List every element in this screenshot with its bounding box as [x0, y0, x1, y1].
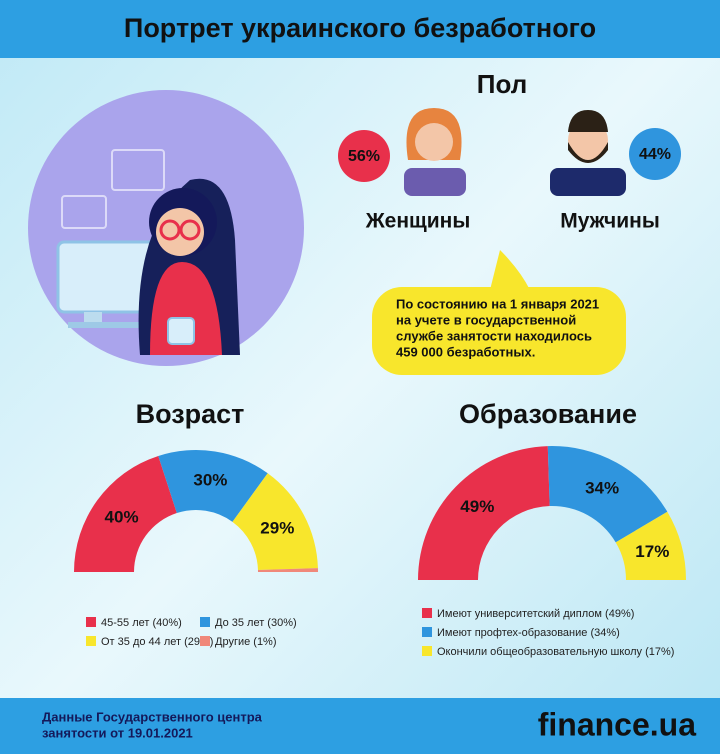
- legend-swatch: [86, 617, 96, 627]
- man-icon: [550, 110, 626, 196]
- segment: [547, 446, 668, 543]
- legend-label: Окончили общеобразовательную школу (17%): [437, 646, 674, 658]
- charts: Возраст 40% 45-55 лет (40%) 30% До 35 лет (3…: [74, 399, 686, 658]
- page-title: Портрет украинского безработного: [124, 13, 596, 43]
- women-label: Женщины: [365, 210, 471, 233]
- legend-swatch: [86, 636, 96, 646]
- data-label: 30%: [193, 471, 227, 490]
- chart-title: Образование: [459, 399, 637, 429]
- logo: finance.ua: [538, 706, 696, 742]
- men-label: Мужчины: [560, 210, 660, 233]
- women-badge: [338, 130, 390, 182]
- legend-swatch: [422, 627, 432, 637]
- source-line: Данные Государственного центра: [42, 709, 263, 724]
- legend-swatch: [200, 617, 210, 627]
- men-badge: [629, 128, 681, 180]
- legend-label: Имеют профтех-образование (34%): [437, 627, 620, 639]
- note-line: службе занятости находилось: [396, 328, 592, 343]
- chart-title: Возраст: [136, 399, 245, 429]
- data-label: 49%: [460, 497, 494, 516]
- segment: [615, 511, 686, 580]
- note-line: По состоянию на 1 января 2021: [396, 296, 599, 311]
- legend-label: От 35 до 44 лет (29%): [101, 636, 213, 648]
- header-band: [0, 0, 720, 58]
- segment: [232, 473, 318, 571]
- data-label: 40%: [105, 507, 139, 526]
- legend-label: До 35 лет (30%): [215, 617, 297, 629]
- gender-title: Пол: [477, 69, 527, 99]
- data-label: 29%: [260, 518, 294, 537]
- segment: [158, 449, 268, 522]
- illustration: [28, 90, 304, 366]
- segment: [74, 455, 177, 572]
- segment: [257, 568, 318, 572]
- legend-swatch: [422, 646, 432, 656]
- note-line: 459 000 безработных.: [396, 344, 535, 359]
- source-line: занятости от 19.01.2021: [42, 725, 193, 740]
- data-label: 17%: [635, 542, 669, 561]
- men-percent: 44%: [639, 146, 671, 163]
- woman-icon: [404, 108, 466, 196]
- note-bubble: [372, 287, 626, 375]
- legend-swatch: [422, 608, 432, 618]
- segment: [418, 446, 550, 580]
- women-percent: 56%: [348, 148, 380, 165]
- legend-label: 45-55 лет (40%): [101, 617, 182, 629]
- footer-band: [0, 698, 720, 754]
- legend-label: Имеют университетский диплом (49%): [437, 608, 634, 620]
- legend-swatch: [200, 636, 210, 646]
- data-label: 34%: [585, 478, 619, 497]
- note-line: на учете в государственной: [396, 312, 576, 327]
- bubble-tail: [490, 250, 530, 290]
- legend-label: Другие (1%): [215, 636, 277, 648]
